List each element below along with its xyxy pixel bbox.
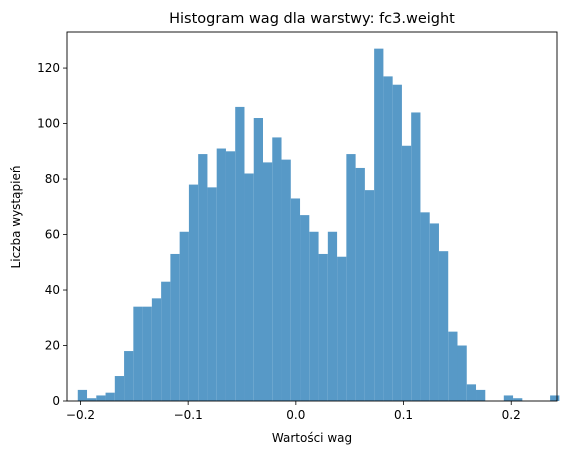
histogram-bar: [170, 253, 180, 401]
x-axis: −0.2 −0.1 0.0 0.1 0.2: [66, 401, 521, 422]
chart-title: Histogram wag dla warstwy: fc3.weight: [169, 11, 455, 27]
histogram-bar: [263, 162, 273, 401]
plot-frame: [66, 31, 558, 402]
histogram-bar: [77, 389, 88, 401]
histogram-bar: [87, 398, 97, 401]
histogram-bar: [429, 223, 439, 401]
y-tick-label: 60: [45, 228, 60, 242]
histogram-bar: [151, 298, 162, 401]
histogram-bar: [124, 351, 134, 401]
histogram-bar: [374, 48, 384, 402]
histogram-bar: [253, 118, 263, 402]
x-tick-label: 0.0: [286, 408, 305, 422]
histogram-bar: [411, 112, 421, 401]
histogram-bar: [309, 231, 319, 401]
histogram-bar: [198, 154, 208, 401]
x-tick-label: −0.1: [174, 408, 203, 422]
histogram-bar: [96, 395, 106, 401]
x-tick-label: 0.2: [502, 408, 521, 422]
y-tick-label: 40: [45, 283, 60, 297]
histogram-bar: [346, 154, 356, 401]
y-tick-label: 0: [52, 394, 60, 408]
histogram-bar: [161, 281, 171, 401]
y-tick-label: 100: [37, 117, 60, 131]
y-tick-label: 80: [45, 172, 60, 186]
histogram-bar: [318, 253, 328, 401]
bars-group: [77, 48, 560, 402]
histogram-bar: [188, 184, 199, 401]
histogram-bar: [244, 173, 254, 401]
x-tick-label: 0.1: [394, 408, 413, 422]
histogram-bar: [281, 159, 291, 401]
histogram-bar: [327, 231, 338, 401]
histogram-bar: [272, 137, 282, 401]
histogram-bar: [216, 148, 226, 401]
histogram-bar: [290, 198, 301, 401]
histogram-bar: [225, 151, 236, 401]
histogram-bar: [476, 389, 486, 401]
x-axis-label: Wartości wag: [272, 431, 352, 445]
histogram-bar: [235, 106, 245, 401]
histogram-bar: [337, 256, 347, 401]
histogram-bar: [550, 395, 560, 401]
histogram-bar: [503, 395, 514, 401]
histogram-bar: [142, 306, 152, 401]
histogram-bar: [114, 376, 125, 401]
histogram-bar: [300, 215, 310, 401]
y-axis: 0 20 40 60 80 100 120: [37, 61, 67, 408]
histogram-bar: [133, 306, 143, 401]
histogram-bar: [179, 231, 189, 401]
y-tick-label: 120: [37, 61, 60, 75]
histogram-bar: [355, 167, 365, 401]
x-tick-label: −0.2: [66, 408, 95, 422]
histogram-bar: [392, 84, 402, 401]
histogram-bar: [401, 145, 412, 401]
histogram-bar: [513, 398, 523, 401]
histogram-bar: [105, 392, 115, 401]
histogram-bar: [466, 384, 477, 401]
y-tick-label: 20: [45, 339, 60, 353]
histogram-bar: [207, 187, 217, 401]
histogram-bar: [457, 345, 467, 401]
histogram-bar: [420, 212, 430, 401]
histogram-bar: [438, 251, 449, 401]
histogram-bar: [383, 76, 393, 401]
histogram-bar: [448, 331, 458, 401]
y-axis-label: Liczba wystąpień: [9, 166, 23, 269]
histogram-bar: [364, 190, 375, 401]
